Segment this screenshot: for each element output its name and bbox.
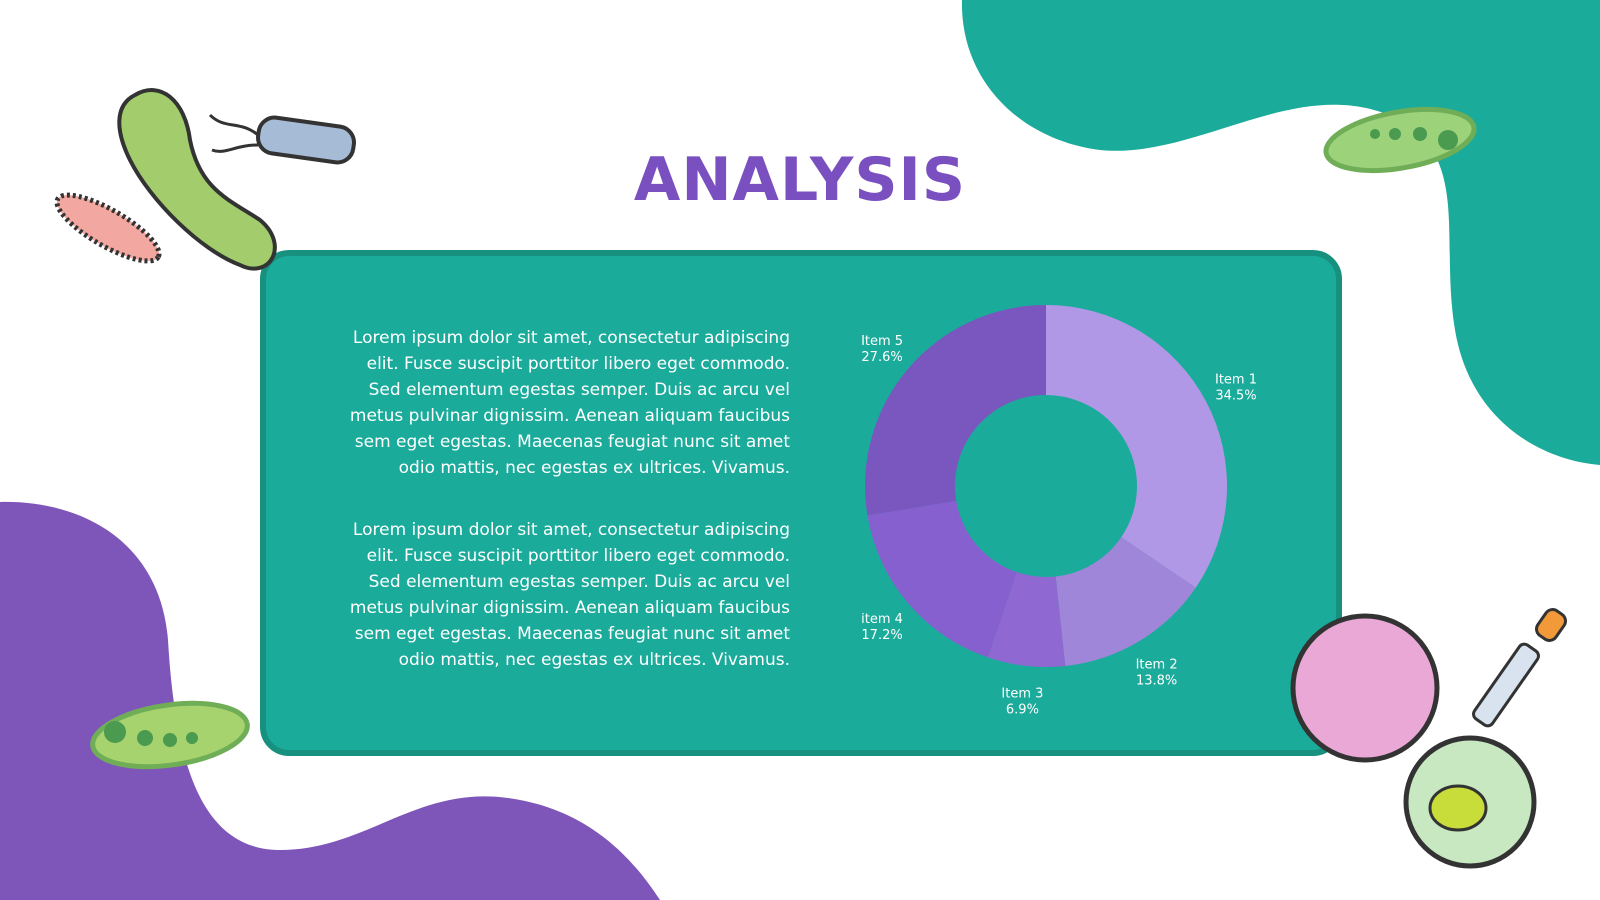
- bacteria-right-top: [1323, 107, 1477, 173]
- slice-value-label: 34.5%: [1215, 388, 1256, 403]
- donut-slice: [1055, 537, 1196, 666]
- paragraph: Lorem ipsum dolor sit amet, consectetur …: [349, 328, 790, 478]
- slice-value-label: 17.2%: [861, 628, 902, 643]
- slice-label: Item 3: [1001, 687, 1043, 702]
- slice-label: Item 5: [861, 334, 903, 349]
- slice-value-label: 13.8%: [1136, 673, 1177, 688]
- petri-dishes: [1290, 608, 1567, 869]
- slice-label: item 4: [861, 612, 903, 627]
- donut-slice: [867, 500, 1017, 658]
- donut-slice: [1046, 305, 1228, 588]
- donut-slice: [864, 305, 1046, 516]
- slice-label: Item 2: [1136, 657, 1178, 672]
- bacteria-left-bottom: [90, 700, 250, 770]
- paragraph: Lorem ipsum dolor sit amet, consectetur …: [349, 520, 790, 670]
- slice-value-label: 6.9%: [1006, 703, 1039, 718]
- slice-label: Item 1: [1215, 372, 1257, 387]
- purple-blob: [0, 501, 660, 900]
- bacteria-left-top: [54, 88, 356, 271]
- title: ANALYSIS: [633, 145, 967, 215]
- donut-slice: [987, 572, 1066, 667]
- slice-value-label: 27.6%: [861, 350, 902, 365]
